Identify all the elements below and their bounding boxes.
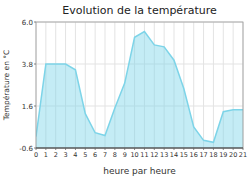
- tick-label: 5: [83, 151, 87, 159]
- x-axis-line: [36, 148, 243, 149]
- grid-line: [36, 148, 243, 149]
- y-axis-label: Température en °C: [2, 50, 11, 122]
- tick-label: 7: [103, 151, 107, 159]
- tick-label: 19: [219, 151, 227, 159]
- tick: [203, 148, 204, 150]
- tick-label: 14: [170, 151, 178, 159]
- tick: [65, 148, 66, 150]
- tick-label: 1.6: [22, 103, 34, 111]
- tick: [55, 148, 56, 150]
- tick-label: 6.0: [22, 19, 33, 27]
- tick-label: 9: [123, 151, 127, 159]
- tick: [164, 148, 165, 150]
- tick-label: 20: [229, 151, 237, 159]
- tick: [105, 148, 106, 150]
- tick-label: 1: [44, 151, 48, 159]
- tick: [223, 148, 224, 150]
- tick-label: 16: [190, 151, 198, 159]
- tick: [144, 148, 145, 150]
- plot-area: [36, 32, 243, 148]
- tick: [34, 106, 36, 107]
- tick: [213, 148, 214, 150]
- tick: [174, 148, 175, 150]
- tick-label: 6: [93, 151, 97, 159]
- tick: [233, 148, 234, 150]
- tick: [45, 148, 46, 150]
- title: Evolution de la température: [62, 4, 217, 17]
- tick-label: 3: [64, 151, 68, 159]
- tick: [124, 148, 125, 150]
- tick: [75, 148, 76, 150]
- y-axis: -0.6 1.6 3.8 6.0: [19, 19, 36, 153]
- tick-label: 0: [34, 151, 38, 159]
- grid: [36, 22, 243, 148]
- tick: [34, 64, 36, 65]
- tick-label: 18: [209, 151, 217, 159]
- grid-line: [95, 22, 96, 148]
- grid-line: [213, 22, 214, 148]
- x-axis-label: heure par heure: [103, 166, 176, 176]
- x-axis: 0123456789101112131415161718192021: [34, 148, 247, 159]
- grid-line: [203, 22, 204, 148]
- tick: [193, 148, 194, 150]
- tick-label: -0.6: [19, 145, 33, 153]
- tick-label: 4: [73, 151, 77, 159]
- line: [36, 32, 243, 143]
- tick-label: 17: [199, 151, 207, 159]
- tick-label: 13: [160, 151, 168, 159]
- tick-label: 2: [54, 151, 58, 159]
- tick: [243, 148, 244, 150]
- tick: [36, 148, 37, 150]
- tick-label: 21: [239, 151, 247, 159]
- tick: [85, 148, 86, 150]
- area: [36, 32, 243, 148]
- grid-line: [105, 22, 106, 148]
- tick-label: 15: [180, 151, 188, 159]
- tick-label: 10: [130, 151, 138, 159]
- tick-label: 12: [150, 151, 158, 159]
- tick: [95, 148, 96, 150]
- tick-label: 8: [113, 151, 117, 159]
- tick: [34, 22, 36, 23]
- chart: -0.61.63.86.0012345678910111213141516171…: [0, 0, 250, 188]
- tick: [183, 148, 184, 150]
- tick-label: 3.8: [22, 61, 33, 69]
- tick: [134, 148, 135, 150]
- plot-frame: [36, 22, 243, 148]
- tick: [154, 148, 155, 150]
- tick: [114, 148, 115, 150]
- tick-label: 11: [140, 151, 148, 159]
